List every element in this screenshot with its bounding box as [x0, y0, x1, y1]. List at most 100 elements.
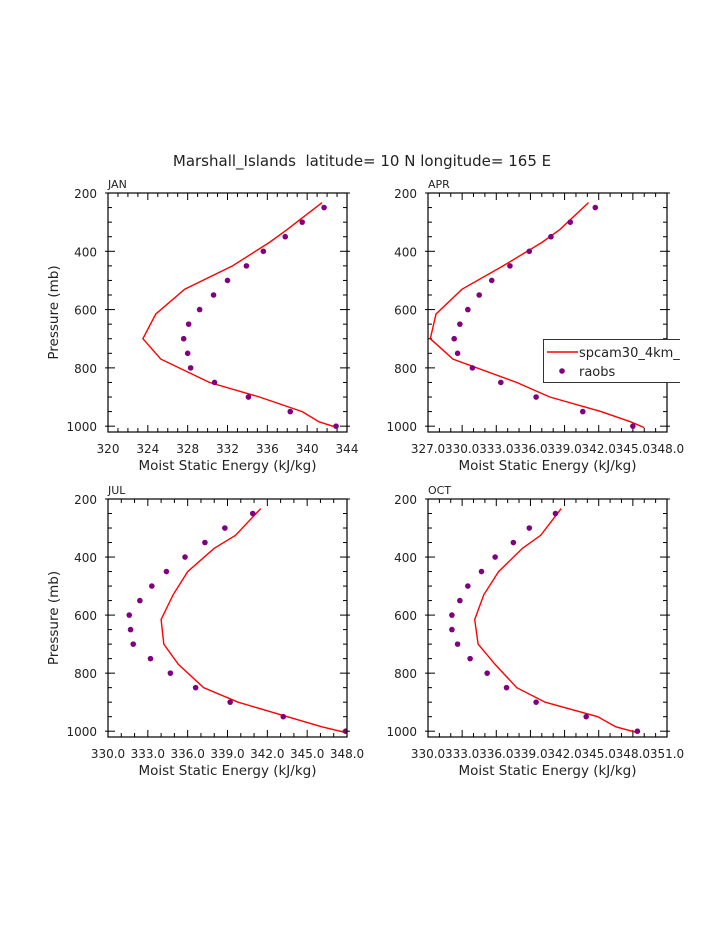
x-axis-label: Moist Static Energy (kJ/kg)	[459, 763, 637, 779]
y-tick-label: 600	[394, 304, 417, 318]
obs-point	[467, 655, 473, 662]
y-tick-label: 600	[74, 609, 97, 623]
obs-point	[127, 626, 134, 633]
obs-point	[196, 306, 203, 313]
obs-point	[287, 408, 294, 415]
legend-dot-swatch	[559, 368, 565, 374]
x-axis-label: Moist Static Energy (kJ/kg)	[459, 458, 637, 474]
x-tick-label: 330.0	[91, 747, 125, 761]
obs-point	[630, 423, 636, 429]
obs-point	[282, 233, 289, 240]
x-axis-label: Moist Static Energy (kJ/kg)	[139, 763, 317, 779]
obs-point	[449, 612, 455, 618]
obs-point	[503, 684, 510, 691]
plot-area	[142, 202, 339, 429]
obs-point	[333, 423, 339, 429]
y-tick-label: 600	[394, 609, 417, 623]
y-tick-label: 400	[394, 551, 417, 565]
x-tick-label: 340	[296, 442, 319, 456]
x-tick-label: 342.0	[582, 442, 616, 456]
obs-point	[634, 728, 641, 734]
obs-point	[187, 365, 194, 371]
obs-point	[224, 277, 231, 284]
obs-point	[510, 539, 517, 546]
y-tick-label: 200	[394, 187, 417, 201]
obs-point	[243, 263, 250, 269]
obs-point	[222, 525, 228, 531]
obs-point	[185, 321, 192, 327]
obs-point	[476, 292, 483, 298]
obs-point	[579, 408, 586, 415]
panel-label: JUL	[107, 484, 126, 497]
x-tick-label: 336.0	[513, 442, 547, 456]
obs-point	[533, 394, 539, 400]
panel-apr: 327.0 330.0 333.0 336.0 339.0 342.0 345.0 348.0…	[386, 178, 684, 474]
obs-point	[137, 597, 143, 604]
obs-point	[249, 510, 256, 517]
x-tick-label: 345.0	[582, 747, 616, 761]
obs-point	[478, 568, 485, 575]
panel-jul: 330.0 333.0 336.0 339.0 342.0 345.0 348.0 200 40…	[46, 484, 364, 779]
obs-point	[167, 670, 174, 676]
x-tick-label: 339.0	[547, 442, 581, 456]
x-tick-label: 342.0	[547, 747, 581, 761]
x-tick-label: 345.0	[290, 747, 324, 761]
obs-point	[211, 379, 218, 386]
plot-frame	[427, 498, 668, 738]
obs-point	[454, 641, 461, 647]
y-tick-label: 800	[74, 667, 97, 681]
obs-point	[260, 248, 267, 255]
obs-point	[192, 684, 199, 691]
obs-point	[245, 394, 252, 400]
x-tick-label: 320	[97, 442, 120, 456]
chart-title: Marshall_Islands latitude= 10 N longitud…	[173, 152, 551, 171]
legend-entry-obs: raobs	[579, 365, 616, 380]
obs-point	[552, 510, 559, 517]
legend-box	[543, 339, 680, 383]
y-tick-label: 600	[74, 304, 97, 318]
obs-point	[465, 306, 471, 313]
obs-point	[583, 713, 589, 720]
panel-jan: 320 324 328 332 336 340 344 200 400 600 800 1000 Moi…	[46, 178, 358, 474]
y-tick-label: 1000	[386, 420, 417, 434]
obs-point	[526, 248, 533, 255]
obs-point	[202, 539, 208, 546]
x-tick-label: 336	[256, 442, 279, 456]
obs-point	[484, 670, 490, 676]
model-series-line	[429, 202, 645, 429]
obs-point	[180, 335, 187, 342]
obs-point	[147, 655, 154, 662]
obs-point	[227, 699, 233, 705]
obs-point	[488, 277, 495, 284]
y-axis-label: Pressure (mb)	[46, 265, 62, 359]
obs-point	[592, 204, 599, 211]
x-axis-label: Moist Static Energy (kJ/kg)	[139, 458, 317, 474]
y-tick-label: 800	[74, 362, 97, 376]
obs-point	[342, 728, 347, 734]
plot-frame	[427, 192, 668, 433]
obs-point	[451, 335, 457, 342]
x-tick-label: 339.0	[513, 747, 547, 761]
x-tick-label: 351.0	[650, 747, 684, 761]
x-tick-label: 333.0	[479, 442, 513, 456]
x-tick-label: 332	[216, 442, 239, 456]
obs-point	[280, 713, 287, 720]
obs-point	[526, 525, 533, 531]
x-tick-label: 348.0	[650, 442, 684, 456]
y-tick-label: 1000	[66, 725, 97, 739]
legend: spcam30_4km_raobs	[543, 339, 680, 383]
obs-point	[449, 626, 455, 633]
y-tick-label: 1000	[66, 420, 97, 434]
x-tick-label: 336.0	[479, 747, 513, 761]
obs-point	[492, 554, 498, 560]
legend-content: spcam30_4km_raobs	[543, 339, 680, 383]
y-tick-label: 800	[394, 362, 417, 376]
obs-point	[126, 612, 133, 618]
y-tick-label: 200	[74, 493, 97, 507]
model-series-line	[160, 508, 346, 734]
obs-point	[457, 321, 463, 327]
obs-point	[210, 292, 217, 298]
x-tick-label: 348.0	[330, 747, 364, 761]
y-tick-label: 400	[74, 245, 97, 259]
